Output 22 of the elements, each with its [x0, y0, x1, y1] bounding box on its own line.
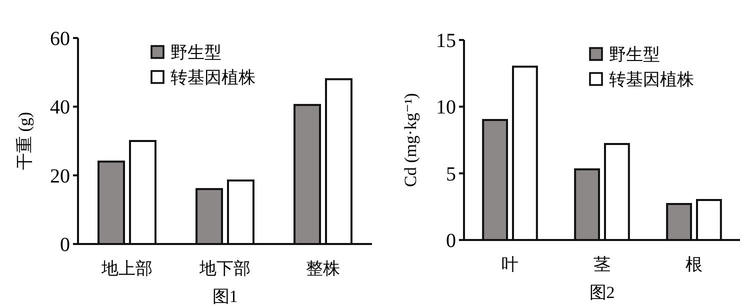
legend-label: 野生型 — [609, 45, 660, 64]
x-axis-title: 图1 — [212, 287, 238, 306]
y-tick-label: 0 — [60, 234, 70, 256]
y-axis-title: 干重 (g) — [15, 112, 34, 170]
y-axis-title: Cd (mg·kg⁻¹) — [401, 93, 420, 187]
x-tick-label: 地下部 — [198, 259, 250, 278]
x-tick-label: 地上部 — [100, 259, 152, 278]
legend-label: 转基因植株 — [609, 70, 694, 89]
legend-label: 野生型 — [170, 43, 222, 62]
x-tick-label: 根 — [686, 255, 702, 274]
x-tick-label: 茎 — [594, 255, 610, 274]
y-tick-label: 15 — [436, 30, 456, 52]
y-tick-label: 10 — [436, 96, 456, 119]
y-tick-label: 60 — [50, 28, 70, 50]
x-axis-title: 图2 — [589, 283, 615, 302]
y-tick-label: 0 — [446, 230, 456, 252]
legend-label: 转基因植株 — [170, 68, 256, 87]
y-tick-label: 20 — [50, 165, 70, 188]
y-tick-label: 5 — [446, 163, 456, 186]
x-tick-label: 整株 — [306, 259, 340, 278]
x-tick-label: 叶 — [502, 255, 518, 274]
y-tick-label: 40 — [50, 96, 70, 119]
